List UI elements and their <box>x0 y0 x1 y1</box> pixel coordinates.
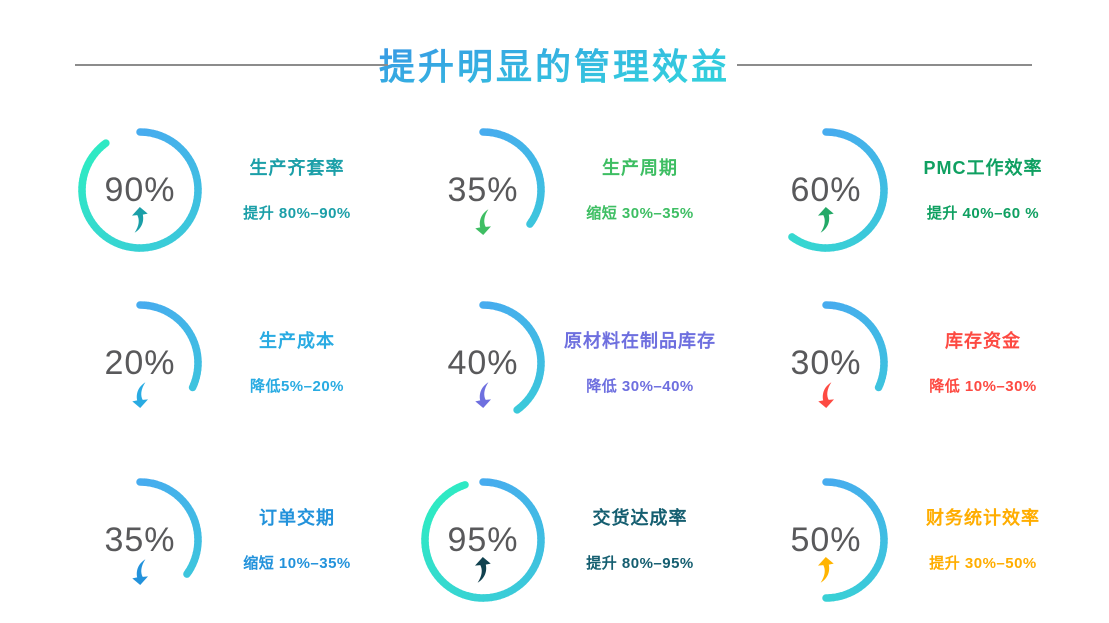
trend-up-arrow-icon <box>475 557 491 583</box>
metric-text: 交货达成率 提升 80%–95% <box>544 508 736 573</box>
metric-text: 生产周期 缩短 30%–35% <box>544 158 736 223</box>
gauge-value: 40% <box>447 343 519 382</box>
gauge-ring: 35% <box>418 125 548 255</box>
gauge-arc <box>479 301 545 414</box>
gauge-value: 30% <box>790 343 862 382</box>
metric-text: 原材料在制品库存 降低 30%–40% <box>544 331 736 396</box>
gauge-arc <box>421 478 545 602</box>
metric-text: PMC工作效率 提升 40%–60 % <box>887 158 1079 223</box>
gauge-value: 90% <box>104 170 176 209</box>
metric-card-inventory-capital: 30% 库存资金 降低 10%–30% <box>761 298 1104 471</box>
metric-title: 订单交期 <box>259 508 335 528</box>
metric-title: 原材料在制品库存 <box>564 331 716 351</box>
trend-up-arrow-icon <box>818 557 834 583</box>
metric-card-production-kitting-rate: 90% 生产齐套率 提升 80%–90% <box>75 125 418 298</box>
metric-card-delivery-achievement-rate: 95% 交货达成率 提升 80%–95% <box>418 475 761 623</box>
gauge-value: 35% <box>104 520 176 559</box>
metric-title: 库存资金 <box>945 331 1021 351</box>
metric-subtitle: 降低 30%–40% <box>586 378 694 395</box>
metric-card-order-lead-time: 35% 订单交期 缩短 10%–35% <box>75 475 418 623</box>
gauge-arc <box>78 128 202 252</box>
metric-card-finance-statistics-efficiency: 50% 财务统计效率 提升 30%–50% <box>761 475 1104 623</box>
gauge-ring: 95% <box>418 475 548 605</box>
metric-title: PMC工作效率 <box>923 158 1043 178</box>
gauge-ring: 50% <box>761 475 891 605</box>
metric-card-material-wip-inventory: 40% 原材料在制品库存 降低 30%–40% <box>418 298 761 471</box>
metric-title: 生产成本 <box>259 331 335 351</box>
trend-down-arrow-icon <box>475 382 491 408</box>
gauge-ring: 90% <box>75 125 205 255</box>
page-title: 提升明显的管理效益 <box>0 38 1109 90</box>
trend-down-arrow-icon <box>475 209 491 235</box>
gauge-grid: 90% 生产齐套率 提升 80%–90% 35% 生产周期 缩短 30%–35% <box>75 125 1109 623</box>
metric-subtitle: 缩短 10%–35% <box>243 555 351 572</box>
gauge-arc <box>136 478 202 578</box>
gauge-arc <box>136 301 202 392</box>
metric-title: 交货达成率 <box>592 508 688 528</box>
gauge-ring: 20% <box>75 298 205 428</box>
gauge-arc <box>788 128 888 252</box>
metric-text: 生产成本 降低5%–20% <box>201 331 393 396</box>
metric-subtitle: 降低 10%–30% <box>929 378 1037 395</box>
metric-text: 订单交期 缩短 10%–35% <box>201 508 393 573</box>
title-divider-left <box>75 64 388 66</box>
gauge-arc <box>822 301 888 392</box>
trend-down-arrow-icon <box>818 382 834 408</box>
gauge-value: 35% <box>447 170 519 209</box>
trend-down-arrow-icon <box>132 559 148 585</box>
gauge-arc <box>479 128 545 228</box>
metric-subtitle: 提升 30%–50% <box>929 555 1037 572</box>
gauge-value: 20% <box>104 343 176 382</box>
gauge-value: 60% <box>790 170 862 209</box>
title-divider-right <box>737 64 1032 66</box>
gauge-ring: 40% <box>418 298 548 428</box>
metric-subtitle: 缩短 30%–35% <box>586 205 694 222</box>
gauge-ring: 30% <box>761 298 891 428</box>
gauge-ring: 60% <box>761 125 891 255</box>
metric-subtitle: 提升 40%–60 % <box>926 205 1040 222</box>
gauge-arc <box>822 478 888 602</box>
metric-card-production-cost: 20% 生产成本 降低5%–20% <box>75 298 418 471</box>
gauge-value: 50% <box>790 520 862 559</box>
metric-title: 生产周期 <box>602 158 678 178</box>
metric-title: 生产齐套率 <box>249 158 345 178</box>
metric-text: 生产齐套率 提升 80%–90% <box>201 158 393 223</box>
metric-card-production-cycle: 35% 生产周期 缩短 30%–35% <box>418 125 761 298</box>
metric-subtitle: 提升 80%–95% <box>586 555 694 572</box>
gauge-value: 95% <box>447 520 519 559</box>
trend-up-arrow-icon <box>818 207 834 233</box>
trend-up-arrow-icon <box>132 207 148 233</box>
metric-card-pmc-efficiency: 60% PMC工作效率 提升 40%–60 % <box>761 125 1104 298</box>
metric-subtitle: 提升 80%–90% <box>243 205 351 222</box>
metric-subtitle: 降低5%–20% <box>249 378 345 395</box>
trend-down-arrow-icon <box>132 382 148 408</box>
metric-title: 财务统计效率 <box>926 508 1040 528</box>
gauge-ring: 35% <box>75 475 205 605</box>
metric-text: 财务统计效率 提升 30%–50% <box>887 508 1079 573</box>
metric-text: 库存资金 降低 10%–30% <box>887 331 1079 396</box>
